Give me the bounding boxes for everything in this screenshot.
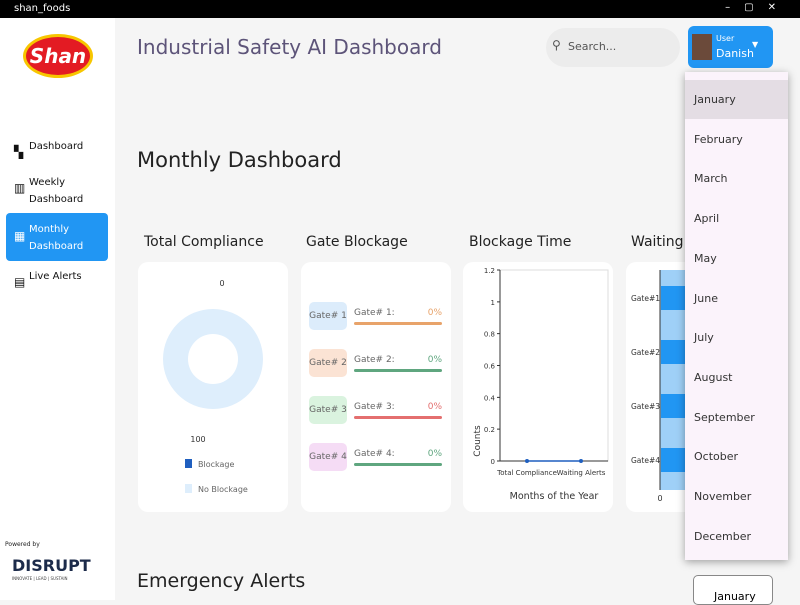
legend-swatch xyxy=(185,459,192,468)
y-tick-label: 0.4 xyxy=(484,394,496,402)
y-tick-label: Gate#3 xyxy=(631,402,660,411)
gate-card: Gate# 1 Gate# 1: 0% Gate# 2 Gate# 2: 0% Gate# … xyxy=(301,262,451,512)
search[interactable]: ⚲ Search... xyxy=(546,28,680,67)
menu-item[interactable]: February xyxy=(694,132,743,146)
menu-item[interactable]: September xyxy=(694,410,755,424)
title-bar: shan_foods –▢✕ xyxy=(0,0,800,18)
gate-label: Gate# 4: xyxy=(354,449,395,459)
nav-label: Monthly Dashboard xyxy=(29,224,84,252)
nav-item[interactable]: ▚ Dashboard xyxy=(6,136,108,172)
legend-label: Blockage xyxy=(198,460,234,469)
gate-percent: 0% xyxy=(427,355,442,365)
menu-item[interactable]: June xyxy=(694,291,718,305)
pie-chart: 0 Blockage 100 No Blockage xyxy=(163,279,263,494)
y-tick-label: Gate#4 xyxy=(631,456,660,465)
menu-item[interactable]: August xyxy=(694,370,733,384)
brand: DISRUPT xyxy=(12,556,91,575)
avatar xyxy=(692,34,712,60)
y-tick-label: 0.6 xyxy=(484,363,496,371)
slice-label: 100 xyxy=(190,435,205,444)
nav-icon: ▚ xyxy=(14,145,24,159)
menu-item[interactable]: January xyxy=(685,80,788,119)
point xyxy=(579,459,583,463)
nav-icon: ▤ xyxy=(14,275,26,289)
y-tick-label: 0.2 xyxy=(484,426,495,434)
y-axis-label: Counts xyxy=(473,425,483,457)
gate-bar xyxy=(354,369,442,372)
legend-swatch xyxy=(185,484,192,493)
gate-label: Gate# 3: xyxy=(354,402,395,412)
x-tick-label: Waiting Alerts xyxy=(557,469,606,477)
powered-by: Powered by xyxy=(5,541,40,548)
nav-icon: ▦ xyxy=(14,229,26,243)
page-title: Monthly Dashboard xyxy=(137,148,342,172)
user-name: Danish xyxy=(716,47,754,60)
card-title: Gate Blockage xyxy=(306,234,408,250)
nav-label: Live Alerts xyxy=(29,271,82,282)
menu-item[interactable]: March xyxy=(694,172,728,186)
logo: Shan xyxy=(23,34,93,78)
slice-label: 0 xyxy=(219,279,224,288)
point xyxy=(525,459,529,463)
x-tick-label: Total Compliance xyxy=(496,469,557,477)
gate-percent: 0% xyxy=(427,308,442,318)
caret: ▼ xyxy=(752,40,759,49)
month-select[interactable]: January xyxy=(693,575,773,605)
sidebar: Shan ▚ Dashboard ▥ Weekly Dashboard ▦ Monthly… xyxy=(0,18,115,600)
header-title: Industrial Safety AI Dashboard xyxy=(137,35,442,59)
window-title: shan_foods xyxy=(14,3,71,14)
y-tick-label: 0 xyxy=(491,458,495,466)
menu-item[interactable]: May xyxy=(694,251,717,265)
nav-item[interactable]: ▥ Weekly Dashboard xyxy=(6,172,108,208)
gate-label: Gate# 2: xyxy=(354,355,395,365)
gate-bar xyxy=(354,463,442,466)
menu-item[interactable]: November xyxy=(694,490,752,503)
y-tick-label: Gate#1 xyxy=(631,294,660,303)
pie-slice xyxy=(163,309,263,409)
line-card: 0 0.2 0.4 0.6 0.8 1 1.2 Total Compliance Waiting… xyxy=(463,262,613,512)
x-tick-label: 0 xyxy=(657,494,662,503)
search-placeholder: Search... xyxy=(568,40,617,53)
y-tick-label: Gate#2 xyxy=(631,348,660,357)
month-select-value: January xyxy=(714,590,756,603)
menu-item[interactable]: July xyxy=(694,331,714,345)
card-title: Total Compliance xyxy=(144,234,264,250)
user-role: User xyxy=(716,34,735,43)
plot-frame xyxy=(499,269,609,462)
card-title: Blockage Time xyxy=(469,234,572,250)
nav-label: Weekly Dashboard xyxy=(29,177,84,205)
gate-bar xyxy=(354,416,442,419)
window-controls[interactable]: –▢✕ xyxy=(725,2,790,13)
gate-pill: Gate# 4 xyxy=(309,443,347,471)
gate-percent: 0% xyxy=(427,449,442,459)
nav-item[interactable]: ▦ Monthly Dashboard xyxy=(6,213,108,261)
line-chart: 0 0.2 0.4 0.6 0.8 1 1.2 Total Compliance Waiting… xyxy=(473,267,609,502)
compliance-card: 0 Blockage 100 No Blockage xyxy=(138,262,288,512)
gate-percent: 0% xyxy=(427,402,442,412)
gate-bar xyxy=(354,322,442,325)
gate-pill: Gate# 1 xyxy=(309,302,347,330)
x-axis-label: Months of the Year xyxy=(510,491,599,502)
nav-item[interactable]: ▤ Live Alerts xyxy=(6,266,108,302)
month-menu: January February March April May June July Augu… xyxy=(685,72,788,560)
legend-label: No Blockage xyxy=(198,485,248,494)
section-title: Emergency Alerts xyxy=(137,570,306,592)
menu-item[interactable]: December xyxy=(694,529,752,543)
nav-label: Dashboard xyxy=(29,141,84,152)
menu-item[interactable]: April xyxy=(694,212,720,226)
menu-item[interactable]: October xyxy=(694,450,739,464)
gate-label: Gate# 1: xyxy=(354,308,395,318)
user-button[interactable]: User Danish ▼ xyxy=(688,26,773,68)
nav-icon: ▥ xyxy=(14,181,26,195)
gate-pill: Gate# 2 xyxy=(309,349,347,377)
y-tick-label: 0.8 xyxy=(484,331,495,339)
y-tick-label: 1 xyxy=(491,299,495,307)
brand-tag: INNOVATE | LEAD | SUSTAIN xyxy=(12,576,68,581)
y-tick-label: 1.2 xyxy=(484,267,495,275)
gate-pill: Gate# 3 xyxy=(309,396,347,424)
